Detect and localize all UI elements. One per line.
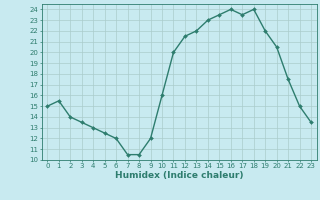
X-axis label: Humidex (Indice chaleur): Humidex (Indice chaleur) bbox=[115, 171, 244, 180]
